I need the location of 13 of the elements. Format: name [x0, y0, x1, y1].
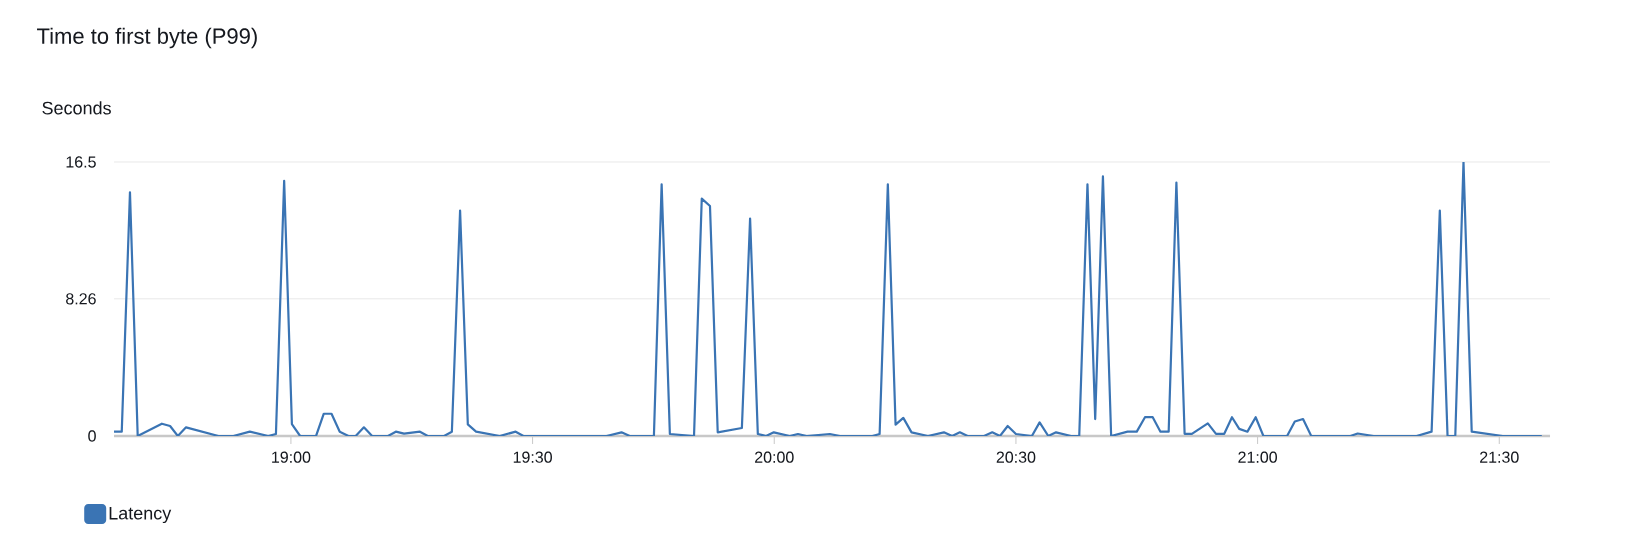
- y-tick-label: 16.5: [66, 156, 96, 168]
- chart-title: Time to first byte (P99): [37, 27, 257, 49]
- line-series: [114, 161, 1543, 436]
- x-tick-label: 19:00: [272, 451, 311, 463]
- x-tick-label: 21:00: [1238, 451, 1277, 463]
- y-tick-label: 0: [88, 430, 96, 442]
- y-tick-label: 8.26: [66, 293, 96, 305]
- x-tick-label: 21:30: [1480, 451, 1519, 463]
- x-tick-label: 20:30: [996, 451, 1036, 463]
- legend-label: Latency: [109, 506, 172, 524]
- x-tick-label: 19:30: [513, 451, 552, 463]
- x-tick-label: 20:00: [755, 451, 794, 463]
- y-axis-title: Seconds: [42, 101, 111, 115]
